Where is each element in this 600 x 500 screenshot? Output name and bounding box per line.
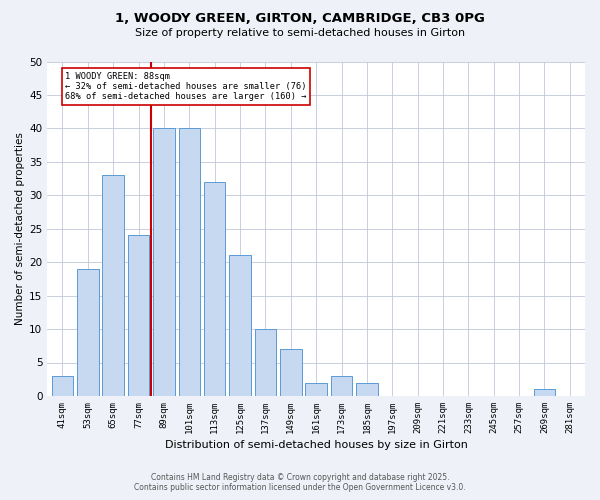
Bar [229,256,251,396]
Bar [128,236,149,396]
Text: Size of property relative to semi-detached houses in Girton: Size of property relative to semi-detach… [135,28,465,38]
Bar [305,382,327,396]
Y-axis label: Number of semi-detached properties: Number of semi-detached properties [15,132,25,325]
Bar [204,182,226,396]
Bar [356,382,377,396]
Bar [280,349,302,396]
Bar [103,175,124,396]
Bar [77,269,98,396]
Text: 1, WOODY GREEN, GIRTON, CAMBRIDGE, CB3 0PG: 1, WOODY GREEN, GIRTON, CAMBRIDGE, CB3 0… [115,12,485,26]
Bar [331,376,352,396]
X-axis label: Distribution of semi-detached houses by size in Girton: Distribution of semi-detached houses by … [165,440,467,450]
Bar [179,128,200,396]
Bar [52,376,73,396]
Text: Contains HM Land Registry data © Crown copyright and database right 2025.
Contai: Contains HM Land Registry data © Crown c… [134,473,466,492]
Text: 1 WOODY GREEN: 88sqm
← 32% of semi-detached houses are smaller (76)
68% of semi-: 1 WOODY GREEN: 88sqm ← 32% of semi-detac… [65,72,307,102]
Bar [254,329,276,396]
Bar [533,390,555,396]
Bar [153,128,175,396]
